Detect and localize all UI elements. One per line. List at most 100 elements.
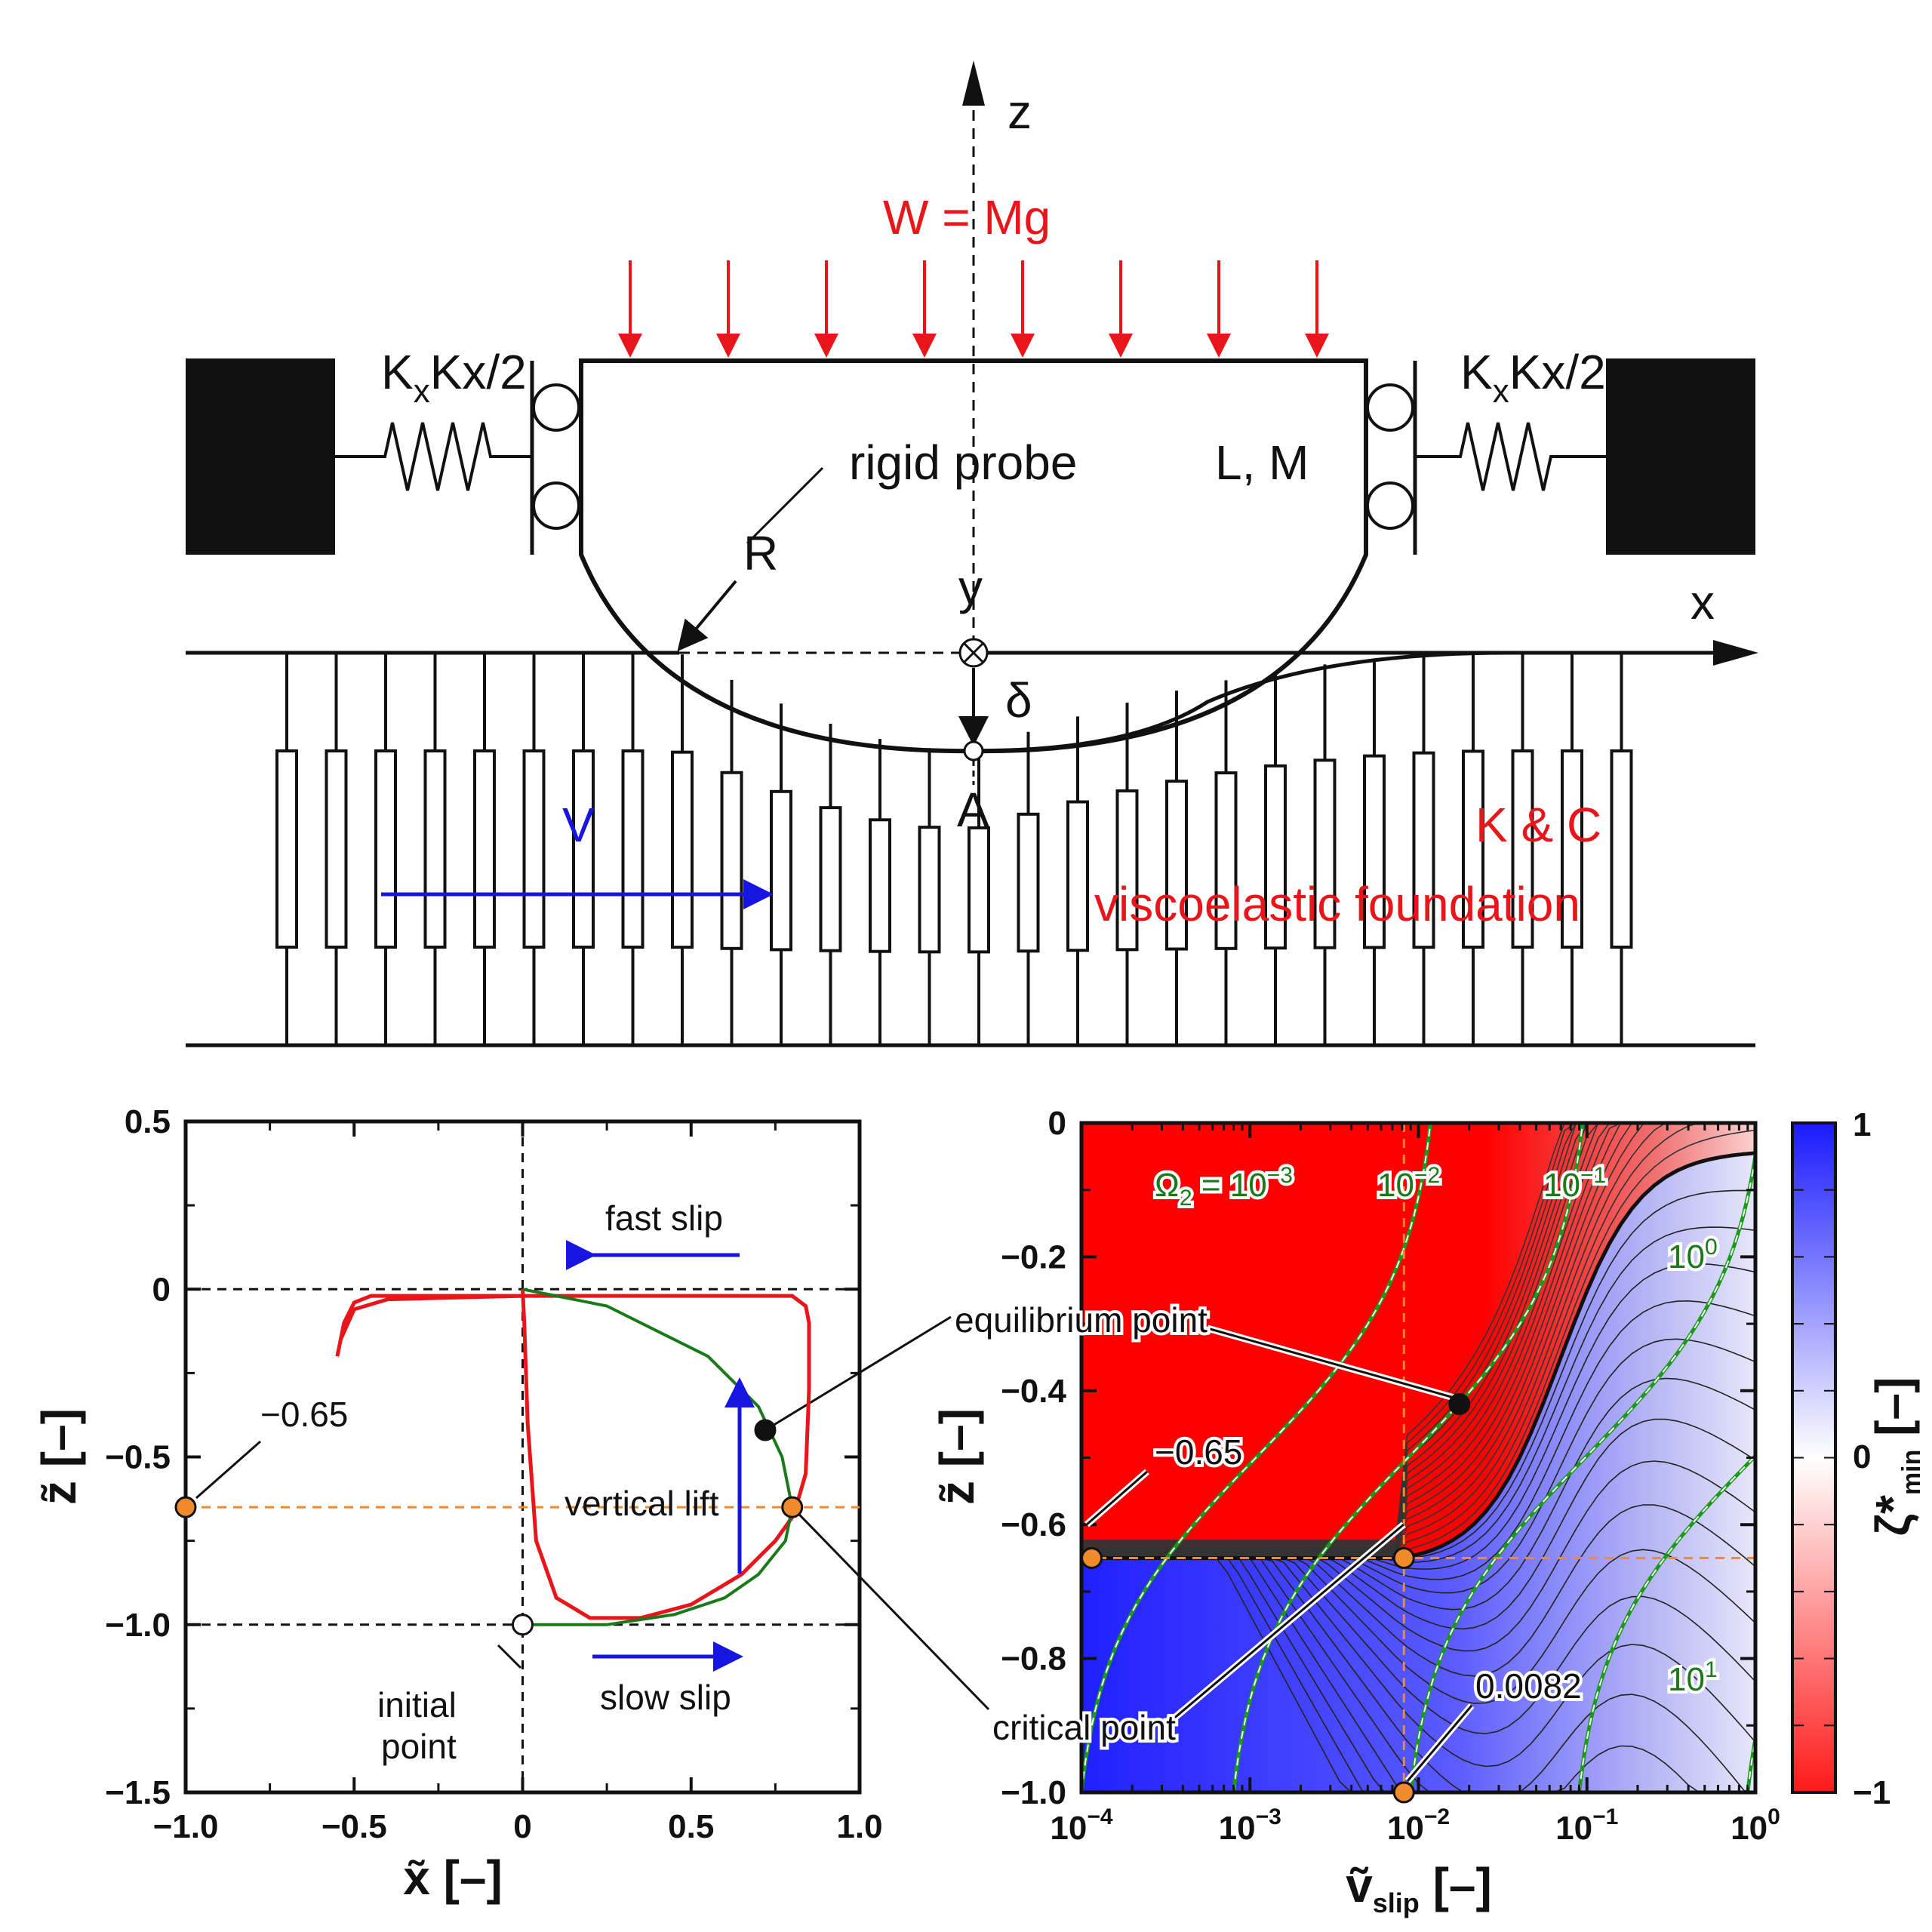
right-ytick-label: −0.8	[1001, 1641, 1066, 1678]
critical-velocity-label: 0.0082	[1475, 1666, 1582, 1706]
right-xtick-label: 10−1	[1555, 1804, 1618, 1847]
radius-leader	[746, 466, 824, 545]
right-ytick-label: −0.6	[1001, 1506, 1066, 1543]
initial-point-label-1: initial	[377, 1685, 457, 1724]
contour-line	[1081, 1123, 1755, 1553]
foundation-damper	[1115, 789, 1139, 952]
slow-slip-label: slow slip	[600, 1678, 731, 1717]
contour-line	[1081, 1123, 1755, 1552]
initial-point-label-2: point	[381, 1727, 457, 1766]
left-wall-block	[186, 358, 335, 555]
foundation-elements	[275, 653, 1633, 1045]
contour-line	[1081, 1123, 1755, 1548]
right-plot: 10−4 10−3 10−2 10−1 100 0 −0.2 −0.4 −0.6 −0.8 −1.0…	[930, 1105, 1926, 1918]
foundation-damper	[770, 789, 792, 952]
left-equilibrium-point	[754, 1419, 777, 1441]
foundation-damper	[621, 749, 645, 949]
left-roller-bottom	[532, 481, 580, 530]
left-xtick-label: 0.5	[668, 1808, 714, 1845]
point-a-label: A	[957, 783, 989, 837]
foundation-params-label: K & C	[1475, 798, 1601, 852]
foundation-damper	[522, 749, 546, 949]
left-xtick-label: 0	[513, 1808, 531, 1845]
fast-slip-label: fast slip	[605, 1198, 723, 1238]
right-equilibrium-point	[1448, 1393, 1471, 1416]
right-critical-point	[1392, 1547, 1415, 1570]
probe-label: rigid probe	[849, 435, 1077, 490]
foundation-damper	[1610, 749, 1633, 949]
contour-line	[1081, 1123, 1755, 1550]
omega-curve-dash	[1232, 1123, 1583, 1792]
left-spring-label: KxKx/2	[381, 345, 527, 410]
right-xlabel: ṽslip [–]	[1346, 1858, 1492, 1918]
foundation-label: viscoelastic foundation	[1094, 877, 1580, 931]
right-ytick-label: −0.4	[1001, 1373, 1066, 1410]
contour-line	[1081, 1123, 1755, 1552]
left-edge-critical-point	[174, 1496, 197, 1518]
y-axis-label: y	[958, 560, 983, 614]
right-wall-block	[1606, 358, 1755, 555]
left-xtick-label: −1.0	[153, 1808, 219, 1845]
foundation-damper	[473, 749, 496, 949]
foundation-damper	[1017, 812, 1040, 953]
omega-curve-dash	[1410, 1150, 1755, 1792]
right-roller-top	[1366, 383, 1414, 432]
equilibrium-point-label: equilibrium point	[955, 1300, 1208, 1340]
left-roller-top	[532, 383, 580, 432]
contour-line	[1081, 1123, 1755, 1541]
vertical-lift-label: vertical lift	[565, 1484, 719, 1523]
contour-line	[1081, 1123, 1755, 1555]
x-axis-label: x	[1690, 575, 1715, 629]
colorbar-tick-bottom: −1	[1853, 1774, 1890, 1811]
right-edge-critical-point	[1081, 1547, 1103, 1570]
left-ytick-label: 0	[152, 1271, 171, 1308]
right-xtick-label: 10−2	[1387, 1804, 1450, 1847]
right-ylabel: z̃ [–]	[930, 1408, 984, 1505]
left-ytick-label: −1.5	[105, 1774, 171, 1811]
right-ytick-label: −0.2	[1001, 1238, 1066, 1275]
right-critical-z-label: −0.65	[1155, 1432, 1242, 1472]
left-spring	[335, 422, 532, 491]
right-ytick-label: 0	[1048, 1105, 1066, 1142]
initial-point-marker	[512, 1614, 534, 1636]
left-critical-point	[781, 1496, 804, 1518]
load-label: W = Mg	[883, 190, 1051, 245]
foundation-damper	[1313, 758, 1337, 949]
z-axis-arrowhead	[962, 60, 985, 106]
right-bottom-critical-point	[1392, 1781, 1415, 1804]
left-critical-value-label: −0.65	[260, 1395, 348, 1434]
omega-label-2: 10−2	[1377, 1163, 1440, 1204]
equilibrium-branch-curve	[522, 1287, 794, 1626]
depth-label: δ	[1005, 673, 1032, 728]
contour-line	[1081, 1123, 1755, 1549]
foundation-damper	[1363, 754, 1386, 949]
right-xtick-label: 10−3	[1219, 1804, 1281, 1847]
contour-line	[1081, 1123, 1755, 1557]
foundation-damper	[1561, 749, 1583, 949]
foundation-damper	[671, 750, 694, 949]
right-xtick-label: 10−4	[1050, 1804, 1112, 1847]
right-roller-bottom	[1366, 481, 1414, 530]
load-arrows	[618, 260, 1329, 358]
omega-label-3: 10−1	[1543, 1163, 1606, 1204]
foundation-damper	[325, 749, 348, 949]
contour-line	[1081, 1123, 1755, 1543]
deformed-surface	[973, 651, 1510, 753]
contour-line	[1081, 1123, 1755, 1543]
foundation-damper	[720, 771, 743, 950]
colorbar-tick-mid: 0	[1853, 1438, 1871, 1475]
omega-label-4: 100	[1668, 1235, 1718, 1275]
foundation-damper	[869, 818, 891, 953]
colorbar-ticks	[1792, 1122, 1835, 1793]
foundation-damper	[968, 826, 990, 954]
y-axis-into-page-symbol	[958, 638, 989, 668]
left-xtick-label: −0.5	[321, 1808, 387, 1845]
right-spring	[1415, 422, 1606, 491]
point-a-marker	[963, 740, 984, 761]
foundation-damper	[1066, 800, 1089, 952]
colorbar-label: ζ*min [–]	[1866, 1377, 1926, 1537]
right-plot-ticks: 10−4 10−3 10−2 10−1 100 0 −0.2 −0.4 −0.6 −0.8 −1.0	[1001, 1105, 1780, 1847]
contour-line	[1081, 1123, 1755, 1547]
right-ytick-label: −1.0	[1001, 1774, 1066, 1811]
